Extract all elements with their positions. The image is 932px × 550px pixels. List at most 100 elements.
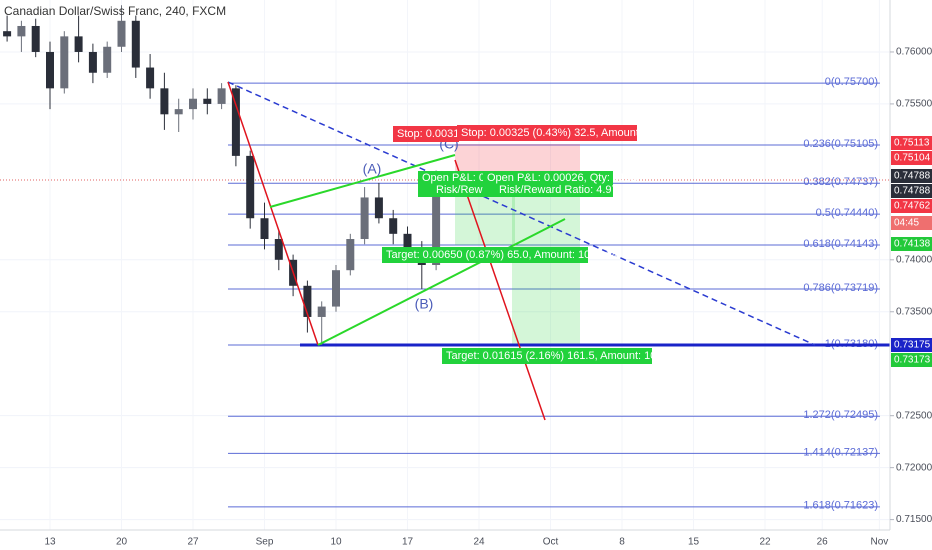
price-tag: [891, 237, 932, 251]
candle-body: [332, 270, 340, 307]
rr-label: Risk/Reward: [436, 184, 498, 196]
candle-body: [203, 98, 212, 104]
candle-body: [246, 155, 255, 219]
candle-body: [374, 197, 383, 219]
y-tick-label: 0.71500: [896, 514, 932, 525]
x-tick-label: 8: [619, 537, 625, 548]
price-tag-label: 0.73173: [894, 355, 931, 366]
candle-body: [46, 51, 54, 89]
y-tick-label: 0.72500: [896, 410, 932, 421]
candles: [3, 5, 441, 346]
candle-body: [231, 88, 240, 156]
price-tag-label: 0.74138: [894, 239, 931, 250]
y-tick-label: 0.75500: [896, 99, 932, 110]
x-tick-label: 26: [817, 537, 829, 548]
candle-body: [432, 178, 441, 265]
x-tick-label: 27: [187, 537, 199, 548]
fib-label: 0.786(0.73719): [803, 282, 878, 294]
x-tick-label: 15: [688, 537, 700, 548]
trend-line: [454, 159, 546, 421]
fib-label: 1.414(0.72137): [803, 446, 878, 458]
price-tag-label: 0.74788: [894, 171, 931, 182]
x-tick-label: 24: [473, 537, 485, 548]
position-labels: Stop: 0.00316 Stop: 0.00325 (0.43%) 32.5…: [382, 125, 684, 364]
price-tags: 0.75113 0.75104 0.74788 0.74788 0.74762 04:45…: [891, 136, 932, 367]
fib-label: 0.618(0.74143): [803, 238, 878, 250]
label-box: [393, 126, 459, 142]
target-label: Target: 0.01615 (2.16%) 161.5, Amount: 1…: [446, 350, 684, 362]
fib-label: 0(0.75700): [825, 76, 878, 88]
price-tag-label: 04:45: [894, 218, 919, 229]
pl-label: Open P&L: 0.00026, Qty: 6153: [487, 172, 637, 184]
price-tag: [891, 353, 932, 367]
candle-body: [174, 109, 183, 115]
x-tick-label: 13: [44, 537, 56, 548]
candle-body: [317, 306, 326, 317]
candle-body: [189, 98, 197, 110]
price-tag: [891, 169, 932, 183]
x-tick-label: Oct: [543, 537, 559, 548]
candle-body: [117, 20, 126, 47]
rr-label: Risk/Reward Ratio: 4.97: [499, 184, 618, 196]
fib-label: 0.5(0.74440): [816, 207, 878, 219]
stop-label: Stop: 0.00316: [397, 128, 466, 140]
fib-label: 0.236(0.75105): [803, 138, 878, 150]
candle-body: [346, 239, 355, 271]
price-tag: [891, 151, 932, 165]
label-box: [483, 171, 613, 197]
channel-line: [317, 218, 566, 346]
fib-label: 1.272(0.72495): [803, 409, 878, 421]
candle-body: [274, 239, 283, 260]
stop-label: Stop: 0.00325 (0.43%) 32.5, Amount: 980: [461, 127, 663, 139]
price-tag-label: 0.75104: [894, 153, 931, 164]
price-tag-label: 0.74762: [894, 201, 931, 212]
price-tag-label: 0.73175: [894, 340, 931, 351]
x-tick-label: Nov: [871, 537, 889, 548]
price-tag: [891, 216, 932, 230]
axes: 0.76000 0.75500 0.74000 0.73500 0.72500 0.720…: [44, 47, 932, 548]
price-tag: [891, 184, 932, 198]
trend-line: [227, 81, 816, 346]
label-box: [382, 247, 588, 263]
y-tick-label: 0.72000: [896, 462, 932, 473]
candle-body: [17, 25, 26, 37]
candle-body: [60, 36, 69, 89]
wave-label: (A): [363, 161, 382, 177]
candle-body: [88, 51, 97, 73]
y-tick-label: 0.74000: [896, 254, 932, 265]
label-box: [457, 125, 637, 141]
price-tag-label: 0.74788: [894, 186, 931, 197]
candle-body: [389, 218, 398, 234]
candle-body: [303, 285, 312, 317]
fib-label: 1.618(0.71623): [803, 500, 878, 512]
target-area: [512, 182, 580, 345]
candle-body: [403, 233, 412, 250]
wave-label: (B): [415, 296, 434, 312]
fib-label: 0.382(0.74737): [803, 176, 878, 188]
price-tag-label: 0.75113: [894, 138, 930, 149]
candle-body: [31, 25, 40, 52]
target-label: Target: 0.00650 (0.87%) 65.0, Amount: 10…: [386, 249, 618, 261]
label-box: [418, 171, 490, 197]
price-axis: [890, 0, 932, 550]
candle-body: [74, 36, 83, 52]
x-tick-label: 17: [402, 537, 414, 548]
channel-line: [269, 154, 456, 208]
price-tag: [891, 136, 932, 150]
x-tick-label: 20: [116, 537, 128, 548]
trend-line: [227, 81, 319, 346]
x-tick-label: 22: [759, 537, 771, 548]
candle-body: [217, 88, 226, 104]
price-tag: [891, 338, 932, 352]
candle-body: [360, 197, 369, 240]
chart-title: Canadian Dollar/Swiss Franc, 240, FXCM: [4, 4, 226, 18]
candle-body: [160, 88, 169, 115]
x-tick-label: 10: [330, 537, 342, 548]
pl-label: Open P&L: 0.0: [422, 172, 494, 184]
candle-body: [131, 20, 140, 68]
candle-body: [103, 46, 112, 73]
price-tag: [891, 199, 932, 213]
candle-body: [146, 67, 155, 89]
